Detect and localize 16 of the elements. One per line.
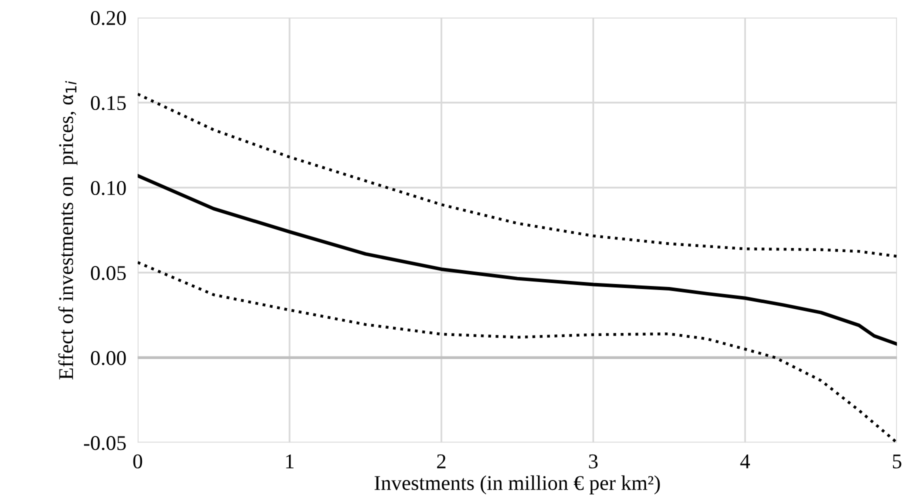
y-tick-label: 0.05 — [90, 266, 126, 280]
y-tick-label: 0.15 — [90, 96, 126, 110]
line-series — [138, 174, 897, 346]
x-tick-label: 0 — [133, 454, 142, 468]
x-tick-label: 2 — [437, 454, 446, 468]
x-tick-label: 4 — [740, 454, 750, 468]
y-tick-label: 0.00 — [90, 351, 126, 366]
y-axis-title: Effect of investments on prices, α$_{1i}$ — [58, 80, 78, 380]
x-tick-label: 3 — [589, 454, 598, 468]
y-tick-label: 0.10 — [90, 180, 126, 196]
y-tick-label: -0.05 — [84, 436, 126, 450]
line-series — [138, 92, 897, 258]
x-tick-label: 5 — [892, 454, 902, 468]
x-axis-title: Investments (in million € per km²) — [374, 475, 660, 494]
y-tick-label: 0.20 — [90, 10, 126, 26]
x-tick-label: 1 — [286, 454, 294, 468]
